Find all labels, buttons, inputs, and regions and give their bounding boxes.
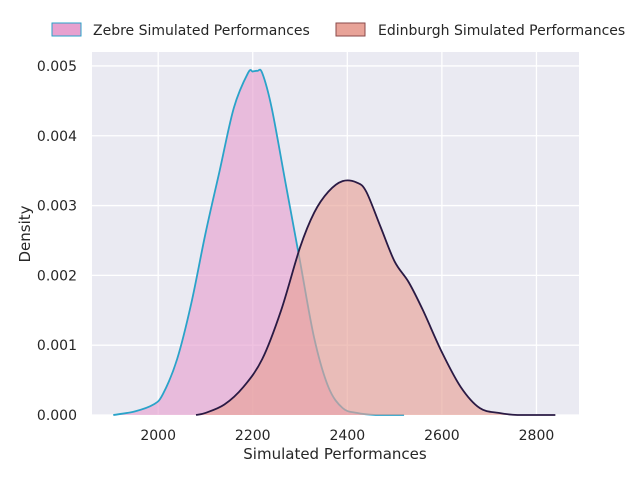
y-tick-label: 0.003 (37, 199, 77, 215)
x-tick-label: 2800 (519, 428, 555, 444)
legend-swatch-edinburgh (335, 22, 366, 37)
y-tick-label: 0.004 (37, 129, 77, 145)
y-axis-label: Density (16, 205, 34, 262)
y-tick-label: 0.000 (37, 408, 77, 424)
y-tick-label: 0.005 (37, 59, 77, 75)
density-fill-edinburgh (196, 180, 556, 415)
x-tick-label: 2000 (140, 428, 176, 444)
x-tick-labels: 2000 2200 2400 2600 2800 (140, 428, 554, 444)
y-tick-label: 0.002 (37, 268, 77, 284)
x-tick-label: 2600 (424, 428, 460, 444)
density-line-edinburgh (195, 179, 556, 416)
density-areas (113, 68, 556, 416)
legend-label-edinburgh: Edinburgh Simulated Performances (378, 23, 625, 39)
x-axis-label: Simulated Performances (243, 445, 427, 463)
x-tick-label: 2200 (235, 428, 271, 444)
legend[interactable]: Zebre Simulated Performances Edinburgh S… (51, 22, 625, 39)
y-tick-label: 0.001 (37, 338, 77, 354)
legend-swatch-zebre (51, 22, 82, 37)
x-tick-label: 2400 (330, 428, 366, 444)
y-tick-labels: 0.000 0.001 0.002 0.003 0.004 0.005 (37, 59, 77, 424)
legend-label-zebre: Zebre Simulated Performances (93, 23, 310, 39)
